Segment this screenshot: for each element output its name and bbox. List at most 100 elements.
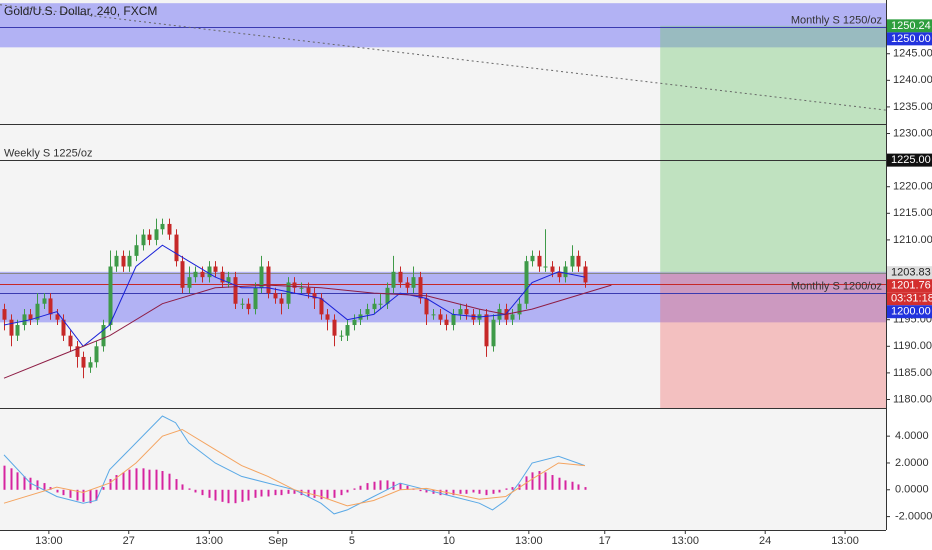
candle-body	[207, 266, 212, 278]
candle-body	[484, 314, 489, 347]
trend-line	[0, 4, 886, 111]
candle-body	[35, 303, 40, 320]
macd-histogram-bar	[498, 489, 501, 493]
macd-histogram-bar	[564, 480, 567, 490]
candle-body	[576, 255, 581, 267]
candle-body	[458, 309, 463, 315]
candle-body	[411, 277, 416, 288]
candle-body	[273, 293, 278, 299]
candle-body	[524, 261, 529, 304]
candle-body	[108, 266, 113, 326]
macd-histogram-bar	[544, 472, 547, 490]
macd-histogram-bar	[439, 489, 442, 496]
candle-body	[345, 325, 350, 336]
candle-body	[114, 255, 119, 267]
macd-histogram-bar	[320, 489, 323, 500]
x-tick-label: 24	[759, 535, 771, 547]
x-tick-label: 13:00	[35, 535, 63, 547]
price-label-box	[887, 19, 932, 33]
candle-body	[147, 234, 152, 240]
x-tick-label: 13:00	[831, 535, 859, 547]
y-tick-label: 1230.00	[893, 127, 932, 139]
macd-histogram-bar	[181, 484, 184, 490]
macd-histogram-bar	[287, 489, 290, 494]
macd-histogram-bar	[69, 489, 72, 498]
macd-histogram-bar	[340, 489, 343, 496]
candle-body	[292, 282, 297, 288]
candle-body	[431, 314, 436, 316]
level-label: Weekly S 1225/oz	[4, 147, 92, 159]
candle-body	[491, 319, 496, 347]
macd-histogram-bar	[115, 475, 118, 490]
candle-body	[22, 314, 27, 326]
plot-background	[0, 0, 886, 530]
candle-body	[187, 277, 192, 288]
macd-histogram-bar	[201, 489, 204, 496]
candle-body	[319, 298, 324, 315]
candle-body	[141, 234, 146, 246]
macd-histogram-bar	[538, 471, 541, 490]
candle-body	[55, 314, 60, 320]
candle-body	[464, 309, 469, 315]
candle-body	[332, 319, 337, 336]
x-tick-label: 10	[443, 535, 455, 547]
macd-histogram-bar	[485, 489, 488, 496]
candle-body	[200, 271, 205, 278]
profit-zone	[660, 25, 886, 273]
price-label: 1250.24	[891, 20, 931, 32]
macd-histogram-bar	[234, 489, 237, 504]
candle-body	[471, 314, 476, 320]
candle-body	[61, 319, 66, 336]
chart-title: Gold/U.S. Dollar, 240, FXCM	[4, 4, 157, 18]
macd-histogram-bar	[392, 481, 395, 490]
macd-histogram-bar	[359, 485, 362, 490]
x-tick-label: 5	[349, 535, 355, 547]
x-tick-label: 17	[599, 535, 611, 547]
candle-body	[134, 245, 139, 256]
candle-body	[312, 293, 317, 299]
candle-body	[543, 266, 548, 268]
macd-histogram-bar	[511, 487, 514, 490]
macd-histogram-bar	[492, 489, 495, 494]
macd-histogram-bar	[459, 489, 462, 494]
macd-histogram-bar	[353, 488, 356, 490]
candle-body	[583, 266, 588, 283]
price-label: 1225.00	[891, 154, 931, 166]
loss-zone	[660, 272, 886, 408]
candle-body	[240, 303, 245, 305]
candle-body	[2, 309, 7, 320]
candle-body	[101, 325, 106, 347]
macd-histogram-bar	[102, 487, 105, 490]
level-label: Monthly S 1250/oz	[791, 14, 882, 26]
candle-body	[537, 255, 542, 267]
candle-body	[550, 266, 555, 272]
macd-line	[3, 428, 585, 507]
macd-histogram-bar	[313, 489, 316, 498]
candle-body	[226, 277, 231, 283]
macd-histogram-bar	[23, 476, 26, 490]
main-pane: Monthly S 1250/oz Weekly S 1225/oz Monthly…	[0, 3, 886, 408]
price-label-box	[887, 32, 932, 46]
price-label-box	[887, 305, 932, 319]
price-label-box	[887, 266, 932, 280]
candle-body	[286, 282, 291, 304]
x-tick-label: 13:00	[196, 535, 224, 547]
candle-body	[68, 335, 73, 347]
level-label: Monthly S 1200/oz	[791, 280, 882, 292]
macd-histogram-bar	[366, 483, 369, 490]
macd-histogram-bar	[161, 471, 164, 490]
macd-histogram-bar	[175, 479, 178, 490]
macd-histogram-bar	[419, 489, 422, 492]
macd-histogram-bar	[221, 489, 224, 502]
macd-histogram-bar	[89, 489, 92, 504]
moving-average	[3, 244, 585, 348]
price-label: 1203.83	[891, 267, 931, 279]
price-label-box	[887, 292, 932, 306]
macd-histogram-bar	[254, 489, 257, 498]
macd-histogram-bar	[128, 469, 131, 490]
macd-histogram-bar	[168, 473, 171, 490]
macd-histogram-bar	[406, 485, 409, 490]
macd-histogram-bar	[82, 489, 85, 502]
candle-body	[306, 287, 311, 294]
candle-body	[48, 298, 53, 315]
